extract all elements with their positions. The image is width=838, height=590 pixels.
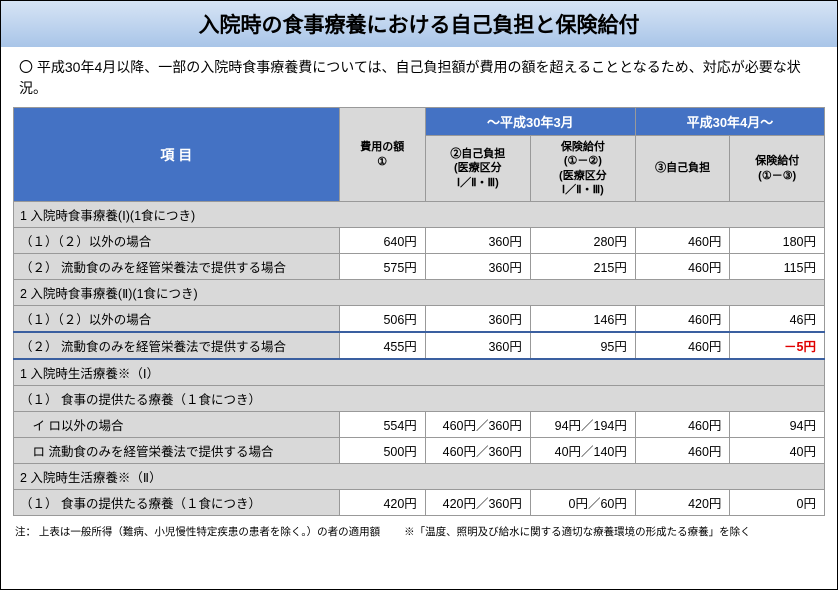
cell-value: 0円	[730, 490, 825, 516]
footnotes: 注： 上表は一般所得（難病、小児慢性特定疾患の患者を除く。）の者の適用額 ※「温…	[1, 516, 837, 547]
table-row: 2 入院時生活療養※（Ⅱ）	[14, 464, 825, 490]
cell-value: 40円	[730, 438, 825, 464]
cell-value: 460円	[635, 228, 730, 254]
cell-value: 455円	[339, 332, 425, 359]
table-row: （２） 流動食のみを経管栄養法で提供する場合575円360円215円460円11…	[14, 254, 825, 280]
table-row: イ ロ以外の場合554円460円／360円94円／194円460円94円	[14, 412, 825, 438]
cell-value: 146円	[530, 306, 635, 333]
cell-value: 420円	[635, 490, 730, 516]
header-period1: ～平成30年3月	[425, 108, 635, 136]
row-label: イ ロ以外の場合	[14, 412, 340, 438]
cell-value: 94円／194円	[530, 412, 635, 438]
cell-value: 0円／60円	[530, 490, 635, 516]
table-row: （１） 食事の提供たる療養（１食につき）420円420円／360円0円／60円4…	[14, 490, 825, 516]
section-label: 2 入院時生活療養※（Ⅱ）	[14, 464, 825, 490]
row-label: ロ 流動食のみを経管栄養法で提供する場合	[14, 438, 340, 464]
footnote-2: ※「温度、照明及び給水に関する適切な療養環境の形成たる療養」を除く	[404, 524, 751, 539]
cell-value: 640円	[339, 228, 425, 254]
footnote-1: 注： 上表は一般所得（難病、小児慢性特定疾患の患者を除く。）の者の適用額	[15, 524, 380, 539]
table-row: ロ 流動食のみを経管栄養法で提供する場合500円460円／360円40円／140…	[14, 438, 825, 464]
cell-value: 420円	[339, 490, 425, 516]
table-row: （２） 流動食のみを経管栄養法で提供する場合455円360円95円460円－5円	[14, 332, 825, 359]
cell-value: 40円／140円	[530, 438, 635, 464]
row-label: （２） 流動食のみを経管栄養法で提供する場合	[14, 254, 340, 280]
cell-value: 506円	[339, 306, 425, 333]
intro-text: 〇 平成30年4月以降、一部の入院時食事療養費については、自己負担額が費用の額を…	[1, 47, 837, 107]
row-label: （１）（２）以外の場合	[14, 306, 340, 333]
cell-value: 460円	[635, 306, 730, 333]
cell-value: 94円	[730, 412, 825, 438]
cell-value: 360円	[425, 228, 530, 254]
table-row: （１）（２）以外の場合640円360円280円460円180円	[14, 228, 825, 254]
cell-value: 115円	[730, 254, 825, 280]
cell-value: 460円／360円	[425, 412, 530, 438]
row-label: （２） 流動食のみを経管栄養法で提供する場合	[14, 332, 340, 359]
cell-value: －5円	[730, 332, 825, 359]
cell-value: 95円	[530, 332, 635, 359]
header-self2: ③自己負担	[635, 136, 730, 202]
cell-value: 554円	[339, 412, 425, 438]
row-label: （１）（２）以外の場合	[14, 228, 340, 254]
header-self1: ②自己負担(医療区分Ⅰ／Ⅱ・Ⅲ)	[425, 136, 530, 202]
cell-value: 280円	[530, 228, 635, 254]
table-row: 1 入院時食事療養(Ⅰ)(1食につき)	[14, 202, 825, 228]
row-label: （１） 食事の提供たる療養（１食につき）	[14, 490, 340, 516]
cell-value: 460円／360円	[425, 438, 530, 464]
header-benefit2: 保険給付(①－③)	[730, 136, 825, 202]
header-item: 項 目	[14, 108, 340, 202]
section-label: 1 入院時食事療養(Ⅰ)(1食につき)	[14, 202, 825, 228]
cell-value: 420円／360円	[425, 490, 530, 516]
cell-value: 460円	[635, 438, 730, 464]
cell-value: 575円	[339, 254, 425, 280]
cell-value: 215円	[530, 254, 635, 280]
table-row: （１） 食事の提供たる療養（１食につき）	[14, 386, 825, 412]
table-row: 1 入院時生活療養※（Ⅰ）	[14, 359, 825, 386]
table-row: （１）（２）以外の場合506円360円146円460円46円	[14, 306, 825, 333]
cell-value: 360円	[425, 306, 530, 333]
cell-value: 460円	[635, 254, 730, 280]
cell-value: 360円	[425, 332, 530, 359]
cell-value: 500円	[339, 438, 425, 464]
section-label: 2 入院時食事療養(Ⅱ)(1食につき)	[14, 280, 825, 306]
cell-value: 460円	[635, 332, 730, 359]
header-cost: 費用の額①	[339, 108, 425, 202]
table-row: 2 入院時食事療養(Ⅱ)(1食につき)	[14, 280, 825, 306]
header-benefit1: 保険給付(①－②)(医療区分Ⅰ／Ⅱ・Ⅲ)	[530, 136, 635, 202]
section-label: （１） 食事の提供たる療養（１食につき）	[14, 386, 825, 412]
header-period2: 平成30年4月～	[635, 108, 824, 136]
page-title: 入院時の食事療養における自己負担と保険給付	[1, 1, 837, 47]
cell-value: 460円	[635, 412, 730, 438]
main-table: 項 目 費用の額① ～平成30年3月 平成30年4月～ ②自己負担(医療区分Ⅰ／…	[13, 107, 825, 516]
cell-value: 180円	[730, 228, 825, 254]
section-label: 1 入院時生活療養※（Ⅰ）	[14, 359, 825, 386]
cell-value: 360円	[425, 254, 530, 280]
cell-value: 46円	[730, 306, 825, 333]
